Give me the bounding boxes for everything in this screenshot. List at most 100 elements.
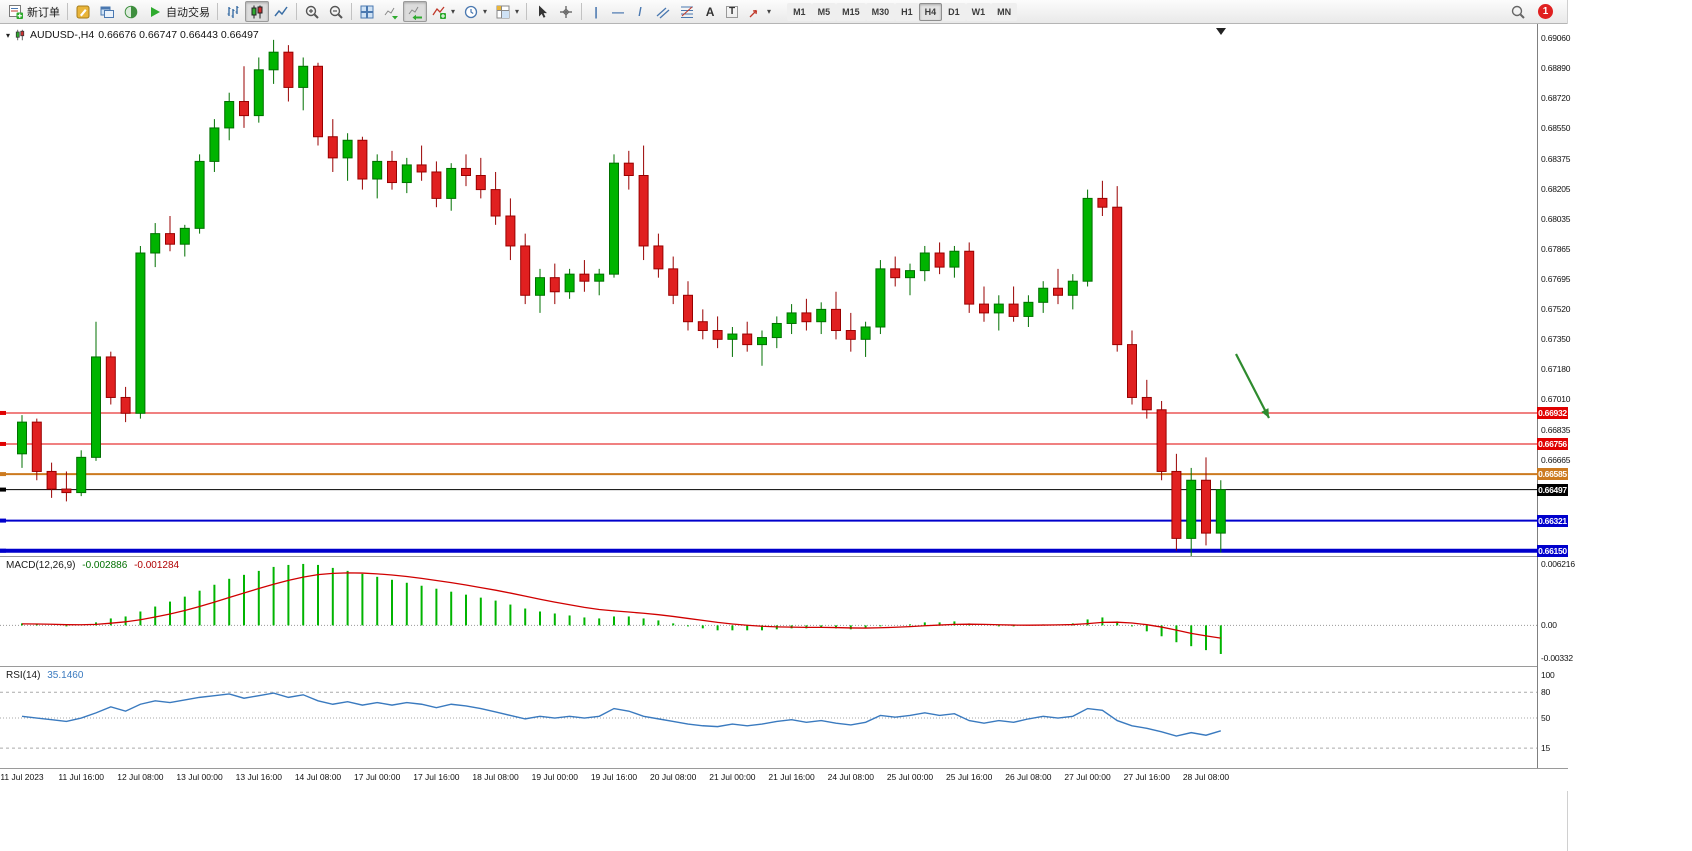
notification-badge[interactable]: 1 (1538, 4, 1553, 19)
candlestick-chart-button[interactable] (245, 1, 269, 22)
main-chart-plot[interactable] (0, 24, 1537, 556)
timeframe-M5-button[interactable]: M5 (811, 2, 837, 21)
fibonacci-tool-button[interactable] (675, 1, 699, 22)
autotrading-play-icon (151, 6, 160, 17)
chart-shift-button[interactable] (379, 1, 403, 22)
rsi-indicator-label: RSI(14) 35.1460 (6, 670, 83, 681)
text-label-icon: T (725, 5, 739, 18)
chart-shift-marker[interactable] (1216, 28, 1226, 35)
mt4-window: 新订单 自动交易 (0, 0, 1568, 851)
price-axis-separator (1537, 24, 1538, 768)
timeframe-D1-button[interactable]: D1 (942, 2, 966, 21)
chart-type-mini-icon (15, 29, 25, 41)
fibonacci-icon (681, 6, 694, 18)
chart-title-ohlc: 0.66676 0.66747 0.66443 0.66497 (98, 29, 259, 41)
timeframe-M30-button[interactable]: M30 (865, 2, 896, 21)
data-window-button[interactable] (95, 1, 119, 22)
search-icon (1511, 5, 1525, 19)
metaeditor-icon (76, 5, 90, 18)
candlestick-chart-icon (251, 5, 263, 18)
price-axis[interactable] (1538, 24, 1568, 768)
navigator-icon (124, 5, 138, 18)
toolbar-separator (581, 3, 583, 20)
chevron-down-icon: ▾ (451, 7, 456, 16)
chart-collapse-arrow[interactable]: ▾ (6, 30, 11, 40)
chart-shift-icon (384, 7, 398, 19)
navigator-button[interactable] (119, 1, 143, 22)
pane-resize-divider[interactable] (0, 666, 1568, 667)
time-axis[interactable] (0, 769, 1568, 791)
metaeditor-button[interactable] (71, 1, 95, 22)
toolbar-separator (67, 3, 68, 20)
auto-scroll-icon (408, 6, 422, 20)
chevron-down-icon: ▾ (515, 7, 520, 16)
rsi-name: RSI(14) (6, 670, 41, 681)
vertical-line-tool-button[interactable]: | (585, 1, 607, 22)
chevron-down-icon: ▾ (483, 7, 488, 16)
equidistant-channel-icon (656, 7, 670, 18)
vertical-line-icon: | (594, 4, 598, 19)
zoom-in-button[interactable] (300, 1, 324, 22)
arrows-tool-button[interactable]: ▾ (743, 1, 775, 22)
timeframe-M1-button[interactable]: M1 (787, 2, 812, 21)
crosshair-icon (560, 5, 573, 18)
trendline-icon: / (638, 4, 642, 19)
search-button[interactable] (1506, 1, 1530, 22)
macd-name: MACD(12,26,9) (6, 560, 76, 571)
line-chart-icon (274, 6, 288, 16)
pane-resize-divider[interactable] (0, 556, 1568, 557)
zoom-out-icon (329, 5, 343, 19)
arrow-object-icon (749, 9, 758, 17)
macd-main-value: -0.002886 (82, 560, 128, 571)
tile-windows-icon (360, 5, 374, 18)
cursor-button[interactable] (530, 1, 554, 22)
new-order-label: 新订单 (27, 6, 60, 19)
templates-button[interactable]: ▾ (491, 1, 523, 22)
chart-title-bar: ▾ AUDUSD-,H4 0.66676 0.66747 0.66443 0.6… (6, 29, 259, 41)
new-order-icon (9, 4, 23, 19)
data-window-icon (100, 6, 114, 18)
indicators-icon (432, 6, 446, 19)
toolbar-separator (526, 3, 528, 20)
template-icon (496, 5, 510, 18)
toolbar-right-group: 1 (1506, 1, 1563, 22)
timeframe-MN-button[interactable]: MN (991, 2, 1018, 21)
channel-tool-button[interactable] (651, 1, 675, 22)
rsi-indicator-plot[interactable] (0, 667, 1537, 768)
clock-icon (464, 5, 478, 18)
zoom-out-button[interactable] (324, 1, 348, 22)
indicators-button[interactable]: ▾ (427, 1, 459, 22)
text-icon: A (705, 4, 715, 19)
horizontal-line-tool-button[interactable]: — (607, 1, 629, 22)
tile-windows-button[interactable] (355, 1, 379, 22)
macd-signal-value: -0.001284 (134, 560, 180, 571)
auto-scroll-button[interactable] (403, 1, 427, 22)
macd-indicator-label: MACD(12,26,9) -0.002886 -0.001284 (6, 560, 179, 571)
zoom-in-icon (305, 5, 319, 19)
toolbar-separator (217, 3, 218, 20)
chevron-down-icon: ▾ (767, 7, 772, 16)
bar-chart-icon (227, 5, 239, 18)
time-axis-divider (0, 768, 1568, 769)
toolbar: 新订单 自动交易 (0, 0, 1567, 24)
line-chart-button[interactable] (269, 1, 293, 22)
cursor-icon (539, 5, 548, 18)
timeframe-M15-button[interactable]: M15 (836, 2, 866, 21)
bar-chart-button[interactable] (221, 1, 245, 22)
text-tool-button[interactable]: A (699, 1, 721, 22)
toolbar-separator (351, 3, 352, 20)
trendline-tool-button[interactable]: / (629, 1, 651, 22)
timeframe-toolbar: M1 M5 M15 M30 H1 H4 D1 W1 MN (787, 2, 1018, 21)
text-label-tool-button[interactable]: T (721, 1, 743, 22)
timeframe-W1-button[interactable]: W1 (965, 2, 992, 21)
new-order-button[interactable]: 新订单 (4, 1, 64, 22)
chart-title-symbol: AUDUSD-,H4 (30, 29, 95, 41)
crosshair-button[interactable] (554, 1, 578, 22)
rsi-value: 35.1460 (47, 670, 84, 681)
autotrading-button[interactable]: 自动交易 (143, 1, 214, 22)
macd-indicator-plot[interactable] (0, 557, 1537, 666)
periods-button[interactable]: ▾ (459, 1, 491, 22)
timeframe-H4-button[interactable]: H4 (918, 2, 943, 21)
timeframe-H1-button[interactable]: H1 (895, 2, 919, 21)
